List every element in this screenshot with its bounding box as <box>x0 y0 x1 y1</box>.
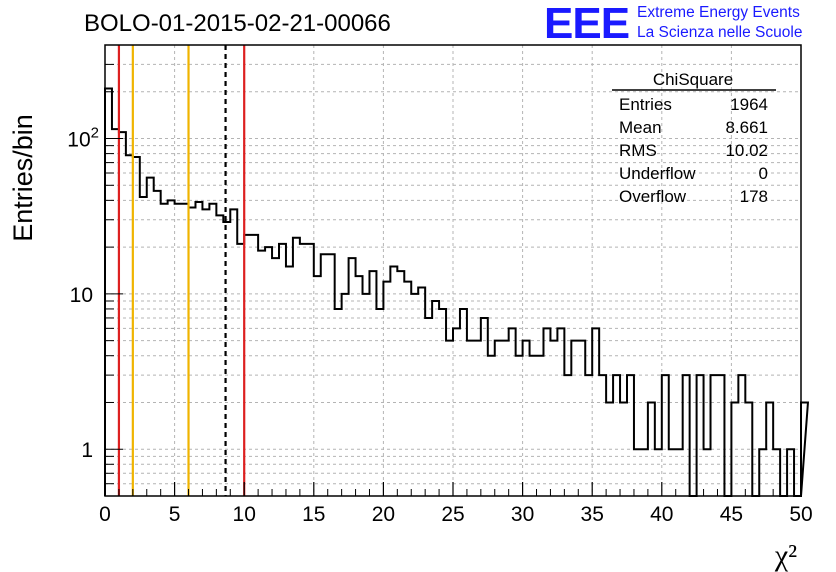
marker-lines <box>117 45 246 496</box>
x-tick-label: 50 <box>789 503 812 526</box>
stats-overflow-label: Overflow <box>619 187 687 206</box>
stats-underflow-label: Underflow <box>619 164 696 183</box>
x-tick-label: 5 <box>169 503 181 526</box>
x-tick-label: 40 <box>650 503 673 526</box>
eee-logo-line-2: La Scienza nelle Scuole <box>637 24 803 41</box>
y-tick-label: 10 <box>70 284 93 307</box>
stats-overflow-value: 178 <box>740 187 768 206</box>
stats-mean-label: Mean <box>619 118 662 137</box>
x-axis-label: χ² <box>774 539 797 572</box>
grid-lines <box>105 45 801 496</box>
x-tick-label: 20 <box>372 503 395 526</box>
stats-box: ChiSquare Entries 1964 Mean 8.661 RMS 10… <box>612 70 776 206</box>
y-axis-label: Entries/bin <box>8 114 38 242</box>
x-tick-label: 30 <box>511 503 534 526</box>
y-tick-label: 102 <box>67 125 99 152</box>
x-tick-label: 35 <box>581 503 604 526</box>
histogram-series <box>104 87 810 497</box>
plot-frame <box>104 44 802 497</box>
stats-entries-value: 1964 <box>730 95 768 114</box>
axis-ticks: 0 5 10 15 20 25 30 35 40 45 50 1 10 102 <box>67 63 813 526</box>
eee-logo: EEE <box>544 0 630 48</box>
x-tick-label: 45 <box>720 503 743 526</box>
stats-mean-value: 8.661 <box>725 118 768 137</box>
y-tick-label: 1 <box>81 439 93 462</box>
stats-underflow-value: 0 <box>759 164 768 183</box>
x-tick-label: 15 <box>302 503 325 526</box>
stats-rms-label: RMS <box>619 141 657 160</box>
x-tick-label: 10 <box>233 503 256 526</box>
stats-rms-value: 10.02 <box>725 141 768 160</box>
x-tick-label: 0 <box>99 503 111 526</box>
stats-entries-label: Entries <box>619 95 672 114</box>
chart-title: BOLO-01-2015-02-21-00066 <box>84 10 391 37</box>
stats-box-title: ChiSquare <box>653 70 733 89</box>
x-tick-label: 25 <box>441 503 464 526</box>
eee-logo-line-1: Extreme Energy Events <box>637 4 800 21</box>
